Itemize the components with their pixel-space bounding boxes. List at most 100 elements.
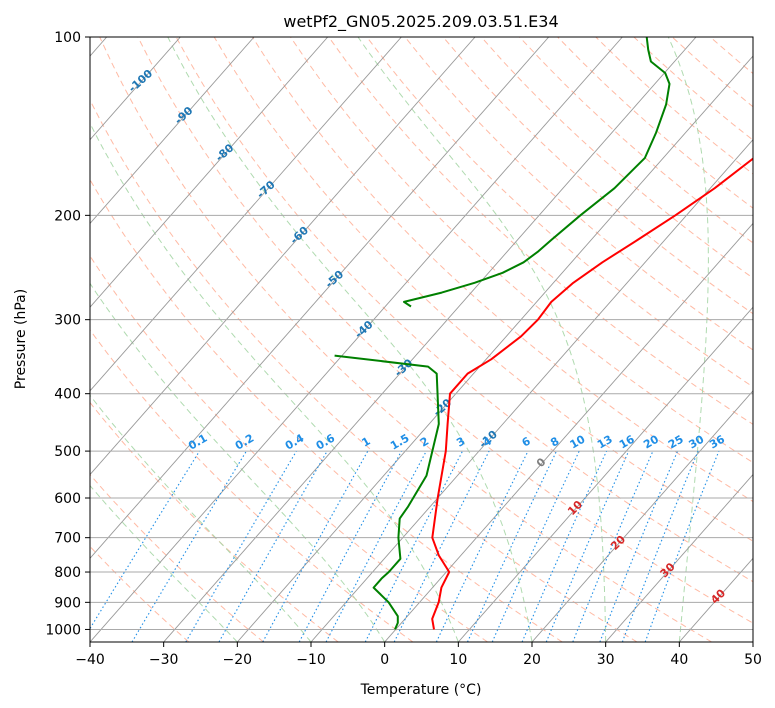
moist-adiabat [357,37,607,642]
dry-adiabat [90,329,414,642]
dry-adiabat [480,37,753,279]
y-tick-label: 100 [54,30,81,46]
dry-adiabat [290,37,753,464]
isotherm [457,306,753,642]
mixing-ratio-line [393,450,490,642]
isotherm [90,37,550,559]
temperature-profile [431,157,753,630]
dewpoint-profile [334,354,440,630]
y-axis: 100 200 300 400 500 600 700 800 900 1000 [45,30,90,638]
mixing-ratio-line [545,450,630,642]
isotherm [310,139,753,642]
mixing-ratio-line [435,450,529,642]
dry-adiabat [213,37,753,542]
isotherm [90,37,255,225]
mixing-ratio-label: 3 [454,435,467,450]
line-labels: -100-90-80-70-60-50-40-30-20-100.1 0.2 0.4… [126,67,728,607]
mixing-ratio-line [298,450,402,642]
isotherm [90,37,476,476]
isotherm [236,55,753,642]
dewpoint-profile [403,37,671,308]
mixing-ratio-label: 0.6 [314,431,338,452]
y-tick-label: 700 [54,531,81,547]
mixing-ratio-line [364,450,463,642]
mixing-ratio-line [621,450,699,642]
y-tick-label: 300 [54,313,81,329]
y-tick-label: 500 [54,444,81,460]
plot-frame [89,36,754,643]
mixing-ratio-label: 10 [568,432,588,451]
isotherm [384,222,753,642]
x-tick-label: 40 [670,652,688,668]
dry-adiabat [366,37,753,388]
mixing-ratio-line [90,450,200,630]
x-tick-label: 30 [597,652,615,668]
isotherm [678,557,753,642]
mixing-ratio-line [644,450,720,642]
mixing-ratio-line [218,450,328,642]
mixing-ratio-line [572,450,654,642]
isotherms [90,37,753,642]
x-tick-label: −30 [149,652,179,668]
y-axis-label: Pressure (hPa) [13,289,29,389]
mixing-ratio-line [599,450,679,642]
y-tick-label: 900 [54,595,81,611]
moist-adiabat [90,394,312,642]
mixing-ratio-line [521,450,608,642]
chart-title: wetPf2_GN05.2025.209.03.51.E34 [283,12,558,32]
isobars [90,37,753,630]
dry-adiabat [442,37,753,315]
data-series [334,37,753,630]
mixing-ratio-line [325,450,427,642]
y-tick-label: 600 [54,491,81,507]
dry-adiabat [633,37,753,141]
mixing-ratio-line [262,450,369,642]
y-tick-label: 1000 [45,622,81,638]
dry-adiabat [137,37,753,624]
mixing-ratio-label: 16 [617,432,637,451]
moist-adiabats [90,37,709,642]
moist-adiabat [90,122,459,642]
dry-adiabat [90,255,488,642]
dry-adiabat [175,37,753,583]
dry-adiabat [99,37,712,642]
mixing-ratio-label: 13 [595,433,615,452]
dry-adiabat [90,98,638,642]
isotherm [90,37,329,308]
mixing-ratio-label: 0.4 [283,431,307,452]
mixing-ratio-line [185,450,297,642]
x-tick-label: −20 [223,652,253,668]
isotherm [752,641,753,642]
mixing-ratio-label: 20 [641,432,661,451]
mixing-ratio-label: 25 [666,433,686,452]
moist-adiabat [667,37,709,642]
isotherm [531,390,753,642]
moist-adiabat [90,484,238,642]
mixing-ratio-label: 30 [686,432,706,451]
isotherm [90,37,402,392]
x-tick-label: 20 [523,652,541,668]
dry-adiabat [519,37,753,244]
y-tick-label: 800 [54,565,81,581]
isotherm [163,37,697,642]
moist-adiabat [167,37,533,642]
mixing-ratio-label: 6 [520,434,533,449]
y-tick-label: 400 [54,387,81,403]
isotherm [90,37,623,642]
dry-adiabat [328,37,753,425]
dry-adiabat [557,37,753,209]
x-tick-label: 10 [449,652,467,668]
dry-adiabat [709,37,753,75]
y-tick-label: 200 [54,208,81,224]
isotherm [605,473,753,642]
x-axis: −40 −30 −20 −10 0 10 20 30 40 50 [75,642,762,668]
moist-adiabat [90,282,386,642]
x-tick-label: 0 [380,652,389,668]
mixing-ratio-label: 1.5 [388,432,411,453]
mixing-ratio-label: 2 [418,435,431,450]
mixing-ratio-label: 1 [359,435,372,450]
mixing-ratio-label: 8 [548,435,561,450]
mixing-ratio-label: 0.2 [233,432,256,453]
dry-adiabat [90,178,563,642]
